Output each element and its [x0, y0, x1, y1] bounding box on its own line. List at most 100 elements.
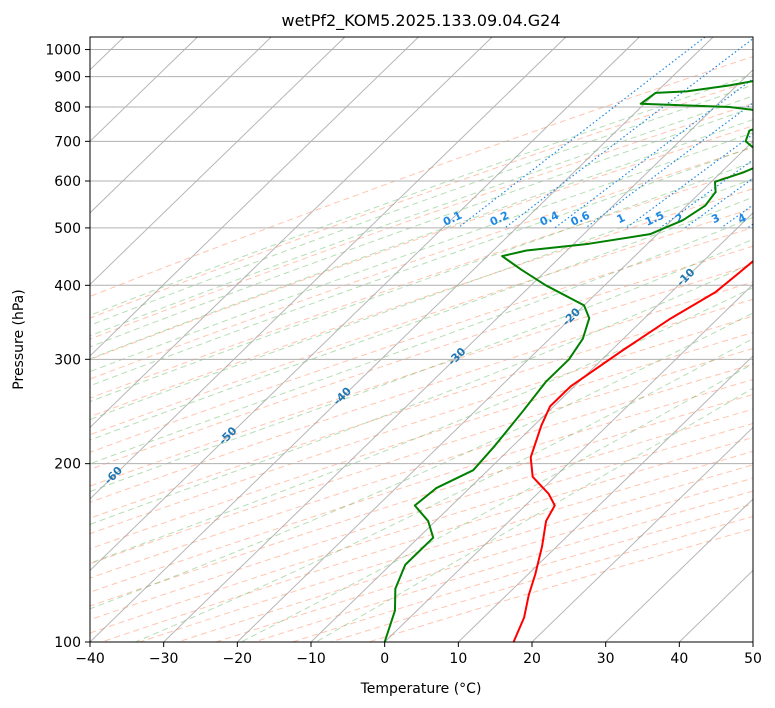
moist-adiabat: [240, 363, 753, 642]
isotherm-line: [310, 212, 753, 642]
isotherm-line: [163, 69, 753, 642]
y-tick-label: 700: [54, 134, 81, 150]
dewpoint-profile-line: [383, 80, 753, 642]
isotherm-line: [90, 37, 493, 429]
moist-adiabat: [90, 262, 753, 525]
mixing-ratio-label: 0.4: [538, 209, 561, 229]
isotherm-line: [90, 37, 419, 357]
moist-adiabat: [135, 337, 753, 642]
x-tick-label: 0: [380, 651, 389, 667]
isotherm-line: [90, 37, 567, 500]
moist-adiabat: [90, 161, 753, 403]
background-lines: [90, 37, 753, 642]
moist-adiabat: [90, 178, 753, 421]
chart-title: wetPf2_KOM5.2025.133.09.04.G24: [281, 11, 560, 31]
x-tick-label: 40: [670, 651, 688, 667]
mixing-ratio-line: [659, 159, 753, 229]
mixing-ratio-label: 0.2: [488, 209, 511, 229]
dry-adiabat: [90, 188, 753, 418]
isotherm-line: [90, 37, 714, 642]
dry-adiabat: [90, 167, 753, 399]
moist-adiabat: [90, 119, 753, 360]
x-tick-label: −30: [149, 651, 179, 667]
isotherm-line: [752, 641, 753, 642]
dry-adiabat: [90, 146, 753, 380]
dry-adiabat: [90, 55, 753, 298]
mixing-ratio-label: 1: [615, 211, 627, 226]
isotherm-line: [531, 426, 753, 642]
plot-frame: [89, 36, 754, 643]
y-tick-label: 400: [54, 278, 81, 294]
dry-adiabat: [90, 298, 753, 519]
moist-adiabat: [90, 312, 753, 610]
y-tick-label: 1000: [45, 43, 81, 59]
isotherm-line: [90, 37, 640, 572]
dry-adiabat: [177, 464, 753, 642]
dry-adiabat: [90, 79, 753, 319]
dry-adiabat: [90, 363, 753, 579]
dry-adiabat: [90, 207, 753, 436]
dry-adiabat: [90, 378, 753, 593]
y-tick-label: 600: [54, 174, 81, 190]
dry-adiabat: [90, 245, 753, 470]
x-tick-label: 30: [597, 651, 615, 667]
mixing-ratio-line: [625, 133, 753, 229]
moist-adiabat: [90, 73, 753, 316]
dry-adiabat: [90, 347, 753, 565]
sounding-profiles: [383, 80, 753, 642]
dry-adiabat: [292, 503, 753, 642]
y-tick-label: 200: [54, 457, 81, 473]
isotherm-line: [90, 37, 272, 214]
dry-adiabat: [90, 393, 753, 607]
dry-adiabat: [101, 436, 753, 642]
dry-adiabat: [330, 515, 753, 642]
dry-adiabat: [90, 315, 753, 535]
dry-adiabat: [90, 281, 753, 503]
mixing-ratio-line: [457, 37, 706, 229]
isotherm-line: [605, 498, 753, 642]
y-axis-title: Pressure (hPa): [11, 289, 27, 389]
isotherm-line: [236, 140, 753, 642]
dry-adiabat: [90, 227, 753, 453]
isotherm-line: [90, 37, 346, 286]
dry-adiabat: [90, 331, 753, 550]
moist-adiabat: [90, 106, 753, 348]
y-tick-label: 500: [54, 221, 81, 237]
isotherm-line: [457, 355, 753, 642]
y-axis-ticks: 100 200 300 400 500 600 700 800 900 1000: [45, 43, 90, 651]
moist-adiabat: [315, 387, 753, 642]
y-tick-label: 800: [54, 100, 81, 116]
dry-adiabat: [90, 102, 753, 340]
x-tick-label: −10: [296, 651, 326, 667]
mixing-ratio-line: [684, 177, 753, 229]
dry-adiabat: [90, 263, 753, 487]
dry-adiabat: [368, 528, 753, 642]
moist-adiabat: [90, 146, 753, 387]
x-tick-label: −20: [223, 651, 253, 667]
moist-adiabat: [90, 238, 753, 493]
y-tick-label: 100: [54, 635, 81, 651]
isotherm-line: [90, 37, 198, 143]
isotherm-line: [384, 283, 753, 642]
mixing-ratio-line: [747, 223, 753, 229]
mixing-ratio-line: [504, 37, 753, 229]
moist-adiabat: [90, 132, 753, 373]
x-tick-label: 20: [523, 651, 541, 667]
moist-adiabat: [90, 196, 753, 441]
moist-adiabat: [90, 84, 753, 326]
x-tick-label: 50: [744, 651, 762, 667]
dry-adiabat: [215, 477, 753, 642]
y-tick-label: 900: [54, 70, 81, 86]
x-tick-label: 10: [449, 651, 467, 667]
isotherm-label: -70: [0, 503, 11, 526]
temperature-profile-line: [512, 259, 753, 642]
x-axis-ticks: −40 −30 −20 −10 0 10 20 30 40 50: [75, 642, 762, 667]
moist-adiabat: [90, 216, 753, 465]
dry-adiabat: [90, 125, 753, 360]
moist-adiabat: [90, 95, 753, 337]
x-axis-title: Temperature (°C): [360, 681, 482, 697]
x-tick-label: −40: [75, 651, 105, 667]
moist-adiabat: [90, 286, 753, 564]
y-tick-label: 300: [54, 352, 81, 368]
